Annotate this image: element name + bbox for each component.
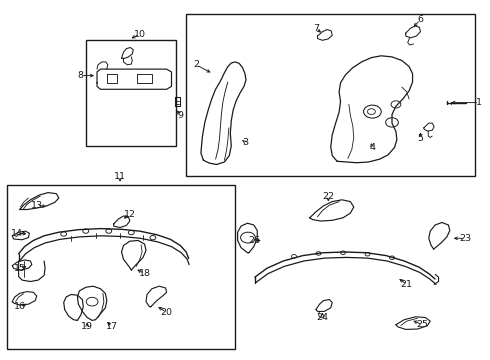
Text: 16: 16 xyxy=(14,302,25,311)
Text: 24: 24 xyxy=(317,313,328,322)
Text: 23: 23 xyxy=(460,234,471,243)
Text: 17: 17 xyxy=(106,323,118,331)
Text: 1: 1 xyxy=(476,98,482,107)
Text: 5: 5 xyxy=(417,134,423,143)
Text: 6: 6 xyxy=(417,15,423,24)
Text: 15: 15 xyxy=(14,264,25,273)
Text: 13: 13 xyxy=(31,201,43,210)
Bar xyxy=(186,14,475,176)
Text: 14: 14 xyxy=(11,229,23,238)
Text: 8: 8 xyxy=(78,71,84,80)
Text: 19: 19 xyxy=(81,323,93,331)
Text: 25: 25 xyxy=(416,320,428,329)
Text: 11: 11 xyxy=(114,172,126,181)
Text: 21: 21 xyxy=(401,280,413,289)
Text: 22: 22 xyxy=(322,192,334,201)
Text: 2: 2 xyxy=(193,60,199,69)
Bar xyxy=(86,40,176,146)
Text: 10: 10 xyxy=(134,30,146,39)
Bar xyxy=(7,185,235,349)
Text: 20: 20 xyxy=(161,308,172,317)
Text: 4: 4 xyxy=(369,143,375,152)
Text: 12: 12 xyxy=(124,210,136,219)
Text: 26: 26 xyxy=(248,236,260,245)
Text: 3: 3 xyxy=(242,138,248,147)
Text: 9: 9 xyxy=(177,111,183,120)
Text: 18: 18 xyxy=(139,269,150,278)
Text: 7: 7 xyxy=(313,24,319,33)
